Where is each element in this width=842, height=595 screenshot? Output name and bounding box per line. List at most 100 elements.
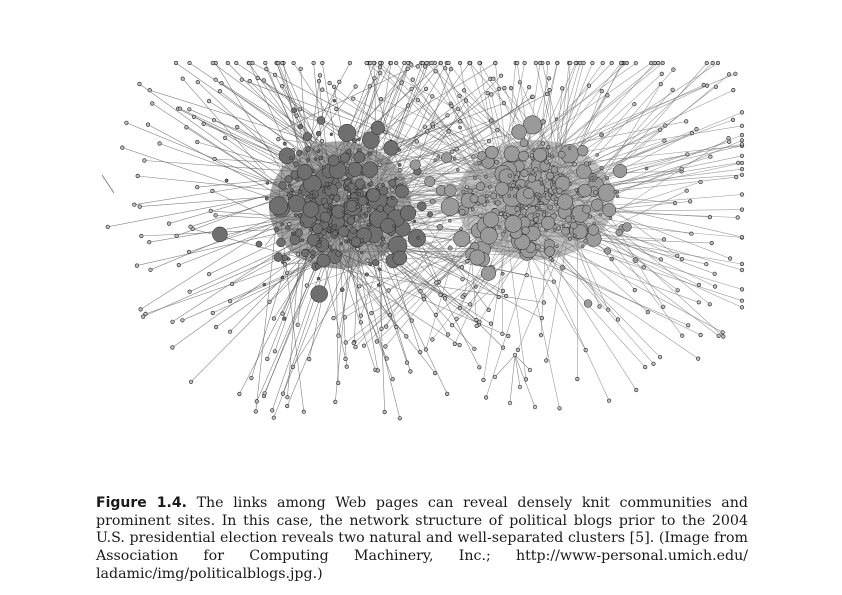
network-node [201,121,206,126]
network-node [418,289,423,294]
network-node [334,106,339,112]
network-edge [581,200,683,336]
network-node [264,67,269,72]
network-node [599,88,604,94]
network-node [394,60,399,66]
network-edge [517,226,572,351]
network-node [489,92,494,97]
network-node [269,196,288,216]
network-node [311,193,317,198]
network-node [176,263,181,268]
network-node [383,344,388,349]
network-node [359,238,365,243]
network-node [337,225,350,238]
network-node [271,415,276,420]
network-node [170,319,175,324]
network-node [446,129,451,134]
network-node [124,120,129,125]
network-node [384,324,389,329]
network-node [347,195,351,199]
network-node [541,212,547,217]
network-node [544,159,550,165]
network-node [223,135,228,140]
network-node [293,213,298,217]
network-node [504,293,509,299]
network-node [280,311,285,316]
network-node [545,60,551,66]
network-node [148,267,153,272]
network-node [213,213,218,218]
network-node [141,314,146,319]
network-edge [388,208,488,291]
network-edge [280,222,305,412]
network-node [306,157,311,162]
network-node [249,376,254,381]
network-node [478,213,483,218]
network-edge [212,237,376,314]
network-node [459,227,463,231]
network-node [469,249,486,266]
network-edge [361,62,470,212]
network-node [287,257,291,261]
network-node [392,250,408,266]
network-edge [182,78,266,173]
network-node [289,191,294,195]
network-node [721,334,726,339]
network-node [688,199,693,204]
network-node [425,129,430,134]
network-node [135,173,140,179]
network-node [388,178,397,187]
network-node [493,60,498,66]
network-node [523,115,542,135]
network-node [555,244,559,249]
network-node [519,138,529,148]
inter-cluster-edge [411,207,489,244]
network-node [351,138,357,143]
network-node [405,66,410,71]
network-node [433,312,439,318]
network-node [278,181,287,190]
network-node [410,77,415,82]
network-node [651,361,656,366]
network-node [450,323,455,328]
network-node [470,207,475,212]
network-node [622,222,632,232]
network-node [458,208,466,216]
network-node [436,223,444,231]
network-node [415,98,421,103]
network-node [423,64,428,69]
network-node [548,193,552,198]
network-edge [366,126,434,168]
network-node [264,196,269,201]
network-node [477,319,482,324]
network-node [696,356,701,361]
network-node [509,187,514,191]
network-node [473,175,477,180]
network-node [349,226,357,234]
network-edge [236,62,387,165]
network-node [527,174,536,183]
network-node [343,356,348,362]
network-node [288,194,306,213]
network-node [535,212,540,218]
network-node [402,60,407,66]
network-node [206,272,212,277]
network-node [282,141,287,146]
network-node [450,149,455,154]
network-node [276,136,281,142]
network-node [187,107,192,112]
network-node [456,168,460,172]
network-node [280,391,286,396]
network-node [572,162,577,167]
network-node [583,348,588,353]
network-node [730,117,736,123]
network-edge [538,62,584,236]
network-node [561,226,570,236]
network-node [280,84,285,89]
network-node [361,161,378,178]
network-node [583,238,589,244]
network-node [492,374,498,380]
network-node [293,161,300,168]
network-node [265,181,270,185]
network-node [641,265,646,270]
